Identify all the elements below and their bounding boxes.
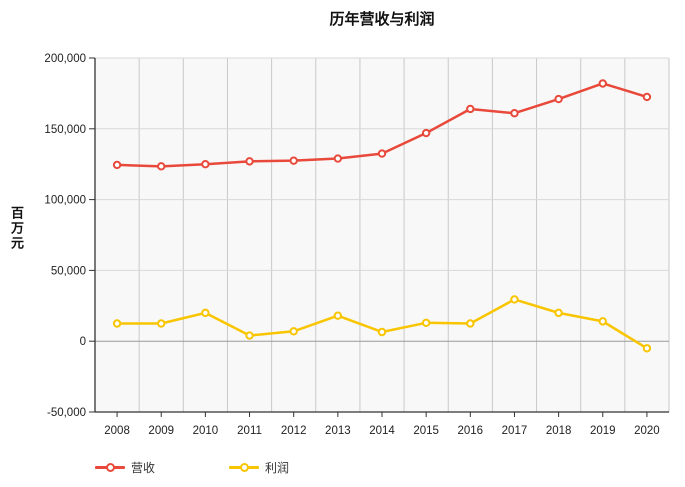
revenue-marker-2013[interactable]: [333, 154, 343, 163]
revenue-marker-2018[interactable]: [554, 94, 563, 104]
revenue-marker-2012[interactable]: [289, 156, 298, 165]
revenue-marker-2016[interactable]: [466, 104, 475, 114]
profit-marker-2018[interactable]: [554, 308, 563, 318]
x-tick-label: 2011: [237, 425, 262, 437]
legend-item-revenue[interactable]: 营收: [95, 459, 155, 476]
plot-background: [95, 58, 669, 412]
x-tick-label: 2013: [325, 425, 351, 437]
revenue-marker-2017[interactable]: [510, 109, 519, 118]
legend-label-profit: 利润: [265, 461, 290, 475]
profit-marker-2014[interactable]: [377, 327, 387, 337]
y-axis-title: 百万元: [9, 206, 24, 251]
chart-title: 历年营收与利润: [329, 11, 435, 28]
revenue-marker-2010[interactable]: [201, 160, 210, 169]
y-tick-label: 150,000: [44, 124, 86, 136]
x-tick-label: 2017: [502, 425, 528, 437]
revenue-marker-2011[interactable]: [245, 157, 254, 166]
plot-area: -50,000 0 50,000 100,000 150,000 200,000 2008 2…: [44, 53, 670, 437]
x-tick-label: 2009: [148, 425, 174, 437]
legend-item-profit[interactable]: 利润: [229, 459, 289, 476]
x-tick-label: 2020: [634, 425, 660, 437]
revenue-marker-2020[interactable]: [642, 92, 652, 102]
profit-marker-2009[interactable]: [157, 319, 166, 328]
x-tick-label: 2018: [546, 425, 572, 437]
y-tick-label: 200,000: [44, 53, 86, 65]
profit-marker-2017[interactable]: [510, 295, 519, 304]
y-tick-label: 100,000: [44, 195, 86, 207]
x-tick-label: 2010: [193, 425, 219, 437]
revenue-marker-2014[interactable]: [377, 149, 387, 158]
revenue-marker-2009[interactable]: [157, 162, 166, 171]
profit-marker-2020[interactable]: [642, 344, 652, 353]
profit-marker-2008[interactable]: [112, 319, 122, 328]
profit-marker-2013[interactable]: [333, 311, 343, 320]
x-tick-label: 2008: [104, 425, 130, 437]
y-tick-label: -50,000: [47, 407, 86, 419]
x-tick-label: 2016: [458, 425, 484, 437]
profit-series-icon: [229, 463, 260, 472]
profit-marker-2016[interactable]: [466, 319, 475, 328]
profit-marker-2010[interactable]: [201, 308, 210, 318]
revenue-marker-2015[interactable]: [421, 128, 431, 138]
profit-marker-2012[interactable]: [289, 327, 298, 336]
y-tick-label: 50,000: [51, 265, 86, 277]
revenue-series-icon: [95, 463, 125, 472]
x-tick-label: 2012: [281, 425, 307, 437]
profit-marker-2019[interactable]: [598, 317, 607, 326]
legend-label-revenue: 营收: [131, 461, 156, 475]
y-tick-label: 0: [80, 336, 86, 348]
revenue-marker-2008[interactable]: [112, 160, 122, 170]
profit-marker-2015[interactable]: [421, 318, 431, 327]
revenue-marker-2019[interactable]: [598, 79, 607, 88]
legend: 营收 利润: [95, 459, 289, 476]
x-tick-label: 2014: [369, 425, 395, 437]
profit-marker-2011[interactable]: [245, 331, 254, 340]
x-tick-label: 2019: [590, 425, 616, 437]
x-tick-label: 2015: [413, 425, 439, 437]
